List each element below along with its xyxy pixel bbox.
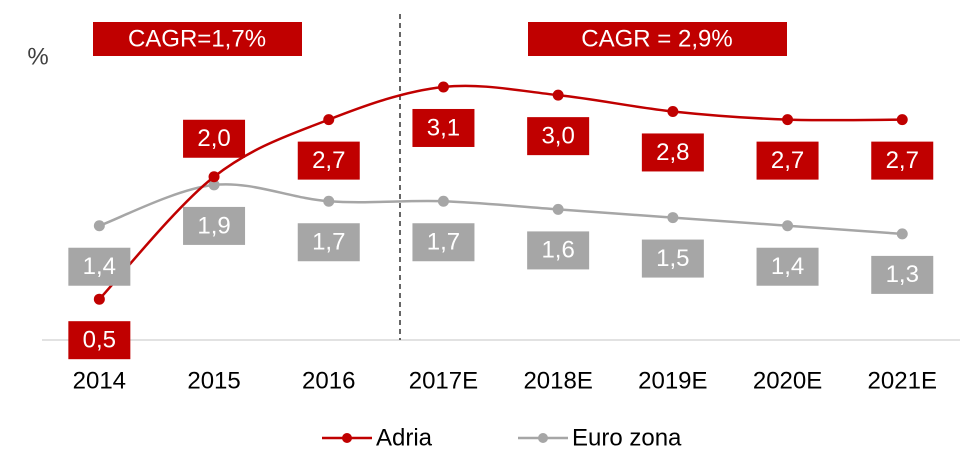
legend-label: Euro zona [572, 424, 682, 451]
label-box [297, 141, 360, 180]
data-label: 1,5 [656, 245, 689, 272]
marker [323, 114, 335, 126]
label-box [527, 117, 590, 156]
x-tick-label: 2019E [638, 367, 707, 394]
x-tick-label: 2018E [523, 367, 592, 394]
label-box [412, 223, 475, 262]
label-box [756, 141, 819, 180]
data-label: 2,8 [656, 139, 689, 166]
label-box [641, 133, 704, 172]
label-box [412, 108, 475, 147]
annotation: CAGR = 2,9% [581, 25, 732, 52]
legend-marker [538, 433, 548, 443]
marker [552, 89, 564, 101]
annotation-box [528, 22, 787, 56]
data-label: 1,9 [197, 212, 230, 239]
x-tick-label: 2020E [753, 367, 822, 394]
data-label: 1,3 [886, 261, 919, 288]
marker [896, 228, 908, 240]
data-label: 1,6 [541, 237, 574, 264]
marker [782, 114, 794, 126]
legend-marker [342, 433, 352, 443]
marker [323, 195, 335, 207]
label-box [527, 231, 590, 270]
data-label: 1,7 [427, 229, 460, 256]
label-box [68, 247, 131, 286]
marker [93, 220, 105, 232]
marker [93, 293, 105, 305]
data-label: 2,0 [197, 125, 230, 152]
marker [667, 212, 679, 224]
marker [896, 114, 908, 126]
data-label: 2,7 [886, 147, 919, 174]
annotation-box [93, 22, 302, 56]
marker [208, 179, 220, 191]
x-tick-label: 2014 [73, 367, 126, 394]
label-box [183, 119, 246, 158]
x-tick-label: 2021E [868, 367, 937, 394]
marker [437, 81, 449, 93]
marker [208, 171, 220, 183]
data-label: 0,5 [83, 327, 116, 354]
label-box [68, 321, 131, 360]
y-axis-label: % [27, 43, 48, 70]
data-label: 2,7 [312, 147, 345, 174]
marker [782, 220, 794, 232]
label-box [183, 206, 246, 245]
x-tick-label: 2016 [302, 367, 355, 394]
label-box [871, 141, 934, 180]
legend-label: Adria [376, 424, 433, 451]
data-label: 3,0 [541, 122, 574, 149]
data-label: 1,7 [312, 229, 345, 256]
label-box [297, 223, 360, 262]
data-label: 3,1 [427, 114, 460, 141]
marker [437, 195, 449, 207]
x-tick-label: 2017E [409, 367, 478, 394]
marker [552, 203, 564, 215]
label-box [871, 255, 934, 294]
data-label: 2,7 [771, 147, 804, 174]
marker [667, 105, 679, 117]
data-label: 1,4 [771, 253, 804, 280]
annotation: CAGR=1,7% [128, 25, 266, 52]
data-label: 1,4 [83, 253, 116, 280]
x-tick-label: 2015 [187, 367, 240, 394]
label-box [756, 247, 819, 286]
label-box [641, 239, 704, 278]
